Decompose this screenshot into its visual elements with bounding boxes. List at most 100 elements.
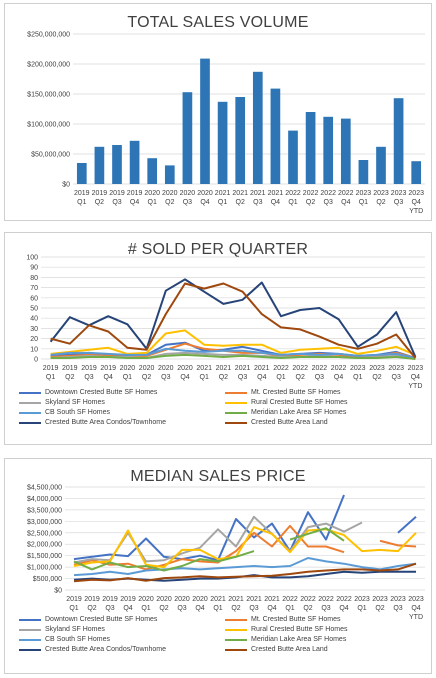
x-tick-label: 2023 (373, 190, 389, 197)
x-tick-label: Q3 (392, 374, 401, 381)
y-tick-label: $4,500,000 (27, 485, 62, 492)
legend-label: Crested Butte Area Condos/Townhome (45, 419, 167, 426)
legend-swatch (19, 638, 41, 641)
x-tick-label: 2019 (84, 596, 100, 603)
legend-item: Downtown Crested Butte SF Homes (19, 389, 219, 396)
x-tick-label: 2022 (336, 596, 352, 603)
legend-label: Rural Crested Butte SF Homes (251, 626, 348, 633)
x-tick-label: 2023 (350, 365, 366, 372)
bar (112, 145, 122, 184)
x-tick-label: 2020 (120, 365, 136, 372)
x-tick-label: YTD (409, 614, 423, 621)
x-tick-label: Q2 (231, 605, 240, 612)
bar (270, 88, 281, 184)
x-tick-label: YTD (408, 383, 422, 390)
x-tick-label: Q1 (359, 199, 368, 206)
total-sales-volume-panel: TOTAL SALES VOLUME $0 $50,000,000 $100,000… (4, 3, 432, 221)
y-tick-label: 80 (30, 275, 38, 282)
legend-label: Downtown Crested Butte SF Homes (45, 616, 158, 623)
legend-label: Downtown Crested Butte SF Homes (45, 389, 158, 396)
x-tick-label: 2019 (100, 365, 116, 372)
x-tick-label: 2019 (127, 190, 143, 197)
x-tick-label: Q4 (412, 199, 421, 206)
x-tick-label: Q3 (161, 374, 170, 381)
x-tick-label: Q3 (315, 374, 324, 381)
x-tick-label: 2022 (285, 190, 301, 197)
legend-item: Downtown Crested Butte SF Homes (19, 616, 219, 623)
x-tick-label: Q3 (112, 199, 121, 206)
x-tick-label: 2022 (338, 190, 354, 197)
x-tick-label: 2020 (180, 190, 196, 197)
x-tick-label: Q1 (218, 199, 227, 206)
x-tick-label: Q4 (411, 605, 420, 612)
series-line (73, 494, 417, 562)
x-tick-label: 2020 (177, 365, 193, 372)
x-tick-label: 2021 (215, 190, 231, 197)
sold-per-quarter-chart: 0 10 20 30 40 50 60 70 80 90 100 2019 Q1 2019 Q2 2019 Q3… (26, 255, 425, 390)
x-tick-label: Q4 (334, 374, 343, 381)
x-tick-label: 2020 (158, 365, 174, 372)
x-tick-label: Q4 (339, 605, 348, 612)
legend-label: Crested Butte Area Condos/Townhome (45, 646, 167, 653)
legend-swatch (225, 391, 247, 394)
bar (235, 97, 246, 184)
y-tick-label: $250,000,000 (27, 32, 70, 39)
y-tick-label: 10 (30, 346, 38, 353)
x-tick-label: Q4 (130, 199, 139, 206)
x-tick-label: 2022 (318, 596, 334, 603)
bar (340, 118, 351, 184)
x-tick-label: 2019 (62, 365, 78, 372)
bar (376, 146, 386, 184)
legend-item: Rural Crested Butte SF Homes (225, 399, 425, 406)
y-tick-label: $3,000,000 (27, 519, 62, 526)
x-tick-label: Q4 (341, 199, 350, 206)
legend-swatch (225, 648, 247, 651)
y-tick-label: 90 (30, 265, 38, 272)
legend-swatch (19, 401, 41, 404)
median-sales-price-panel: MEDIAN SALES PRICE $0 $500,000 $1,000,000 $… (4, 458, 432, 674)
x-tick-label: Q1 (141, 605, 150, 612)
bar (217, 101, 228, 184)
x-tick-label: 2023 (391, 190, 407, 197)
series-line (73, 562, 417, 583)
x-tick-label: Q1 (357, 605, 366, 612)
x-tick-label: Q2 (303, 605, 312, 612)
x-tick-label: Q3 (183, 199, 192, 206)
legend-item: Mt. Crested Butte SF Homes (225, 389, 425, 396)
legend-item: CB South SF Homes (19, 636, 219, 643)
legend: Downtown Crested Butte SF Homes Mt. Crest… (19, 389, 425, 426)
x-tick-label: Q2 (65, 374, 74, 381)
series-line (50, 282, 417, 359)
legend-item: Skyland SF Homes (19, 399, 219, 406)
y-tick-label: $3,500,000 (27, 507, 62, 514)
x-tick-label: 2020 (156, 596, 172, 603)
legend-label: Skyland SF Homes (45, 399, 105, 406)
x-tick-label: Q3 (394, 199, 403, 206)
legend-item: Rural Crested Butte SF Homes (225, 626, 425, 633)
x-tick-label: Q1 (77, 199, 86, 206)
series-line (50, 347, 416, 359)
series-line (50, 329, 416, 356)
chart-title: TOTAL SALES VOLUME (127, 14, 309, 31)
legend-swatch (225, 421, 247, 424)
x-tick-label: 2023 (372, 596, 388, 603)
series-line (50, 353, 416, 360)
legend-item: Crested Butte Area Land (225, 646, 425, 653)
x-tick-label: Q2 (296, 374, 305, 381)
x-tick-label: 2019 (74, 190, 90, 197)
x-tick-label: 2019 (43, 365, 59, 372)
x-tick-label: 2019 (109, 190, 125, 197)
x-tick-label: Q2 (142, 374, 151, 381)
x-tick-label: Q1 (46, 374, 55, 381)
y-tick-label: 0 (34, 357, 38, 364)
legend-item: Meridian Lake Area SF Homes (225, 636, 425, 643)
series-line (49, 278, 417, 358)
legend-label: Meridian Lake Area SF Homes (251, 636, 347, 643)
x-tick-label: Q1 (200, 374, 209, 381)
x-tick-label: 2022 (282, 596, 298, 603)
y-tick-label: $150,000,000 (27, 92, 70, 99)
legend-swatch (225, 411, 247, 414)
y-tick-label: $100,000,000 (27, 122, 70, 129)
x-tick-label: Q3 (393, 605, 402, 612)
x-tick-label: Q4 (271, 199, 280, 206)
